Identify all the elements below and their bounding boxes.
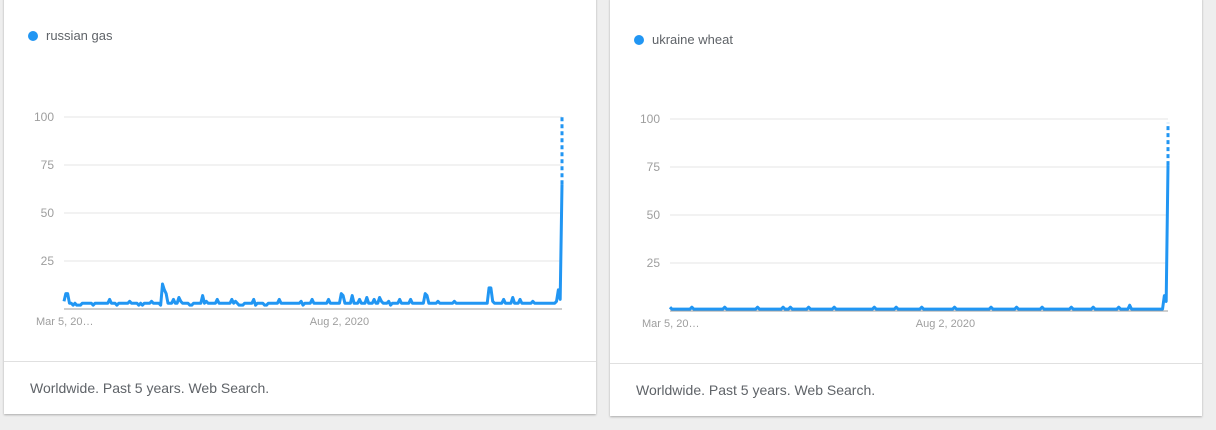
y-tick-label: 75 — [647, 160, 661, 174]
x-tick-label: Mar 5, 20… — [36, 316, 93, 328]
line-chart[interactable]: 25 50 75 100 Mar 5, 20… Aug 2, 2020 — [4, 0, 596, 362]
card-footer: Worldwide. Past 5 years. Web Search. — [610, 363, 1202, 416]
footer-text: Worldwide. Past 5 years. Web Search. — [636, 382, 876, 398]
y-tick-label: 50 — [41, 206, 55, 220]
chart-legend[interactable]: russian gas — [28, 28, 112, 43]
x-tick-label: Mar 5, 20… — [642, 318, 699, 330]
card-footer: Worldwide. Past 5 years. Web Search. — [4, 361, 596, 414]
legend-label: russian gas — [46, 28, 113, 43]
legend-dot — [634, 34, 644, 45]
trend-card-russian-gas: russian gas 25 50 75 100 Mar 5, 20… Aug 2, 20… — [4, 0, 596, 414]
series-line[interactable] — [62, 184, 564, 307]
y-tick-label: 100 — [34, 110, 54, 124]
chart-legend[interactable]: ukraine wheat — [634, 32, 733, 47]
x-tick-label: Aug 2, 2020 — [310, 316, 369, 328]
legend-dot — [28, 30, 38, 41]
series-line[interactable] — [668, 165, 1170, 311]
y-tick-label: 25 — [41, 254, 55, 268]
legend-label: ukraine wheat — [652, 32, 733, 47]
footer-text: Worldwide. Past 5 years. Web Search. — [30, 380, 270, 396]
y-tick-label: 50 — [647, 208, 661, 222]
y-tick-label: 100 — [640, 112, 660, 126]
y-tick-label: 25 — [647, 256, 661, 270]
y-tick-label: 75 — [41, 158, 55, 172]
x-tick-label: Aug 2, 2020 — [916, 318, 975, 330]
trend-card-ukraine-wheat: ukraine wheat 25 50 75 100 Mar 5, 20… Aug 2, … — [610, 0, 1202, 416]
line-chart[interactable]: 25 50 75 100 Mar 5, 20… Aug 2, 2020 — [610, 0, 1202, 364]
